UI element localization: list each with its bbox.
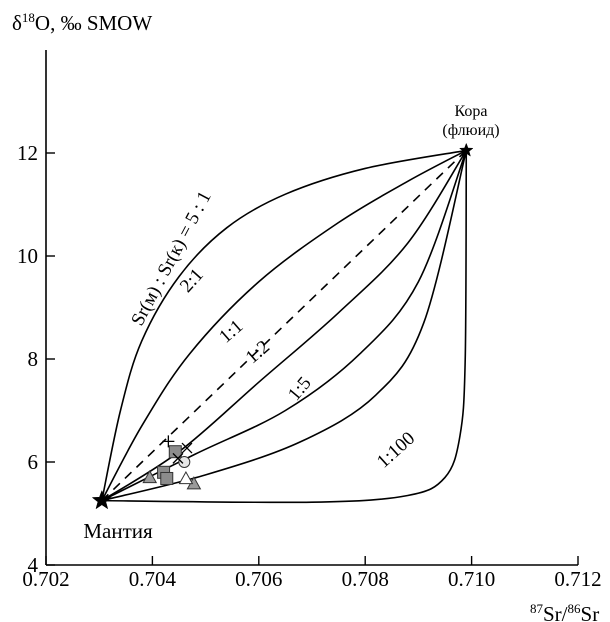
y-tick-label: 8 <box>28 347 39 371</box>
sample-square <box>160 471 174 485</box>
mixing-curve <box>101 150 468 504</box>
y-tick-label: 12 <box>17 141 38 165</box>
x-tick-label: 0.710 <box>448 567 495 591</box>
crust-star <box>458 142 474 157</box>
mantle-label: Мантия <box>83 519 153 543</box>
y-label-delta: δ <box>12 11 22 35</box>
curve-label: 2:1 <box>176 265 208 297</box>
sample-cross <box>172 452 184 464</box>
x-tick-label: 0.708 <box>342 567 389 591</box>
x-tick-label: 0.706 <box>235 567 282 591</box>
sample-triangle-open <box>178 470 194 485</box>
endmember-stars <box>91 142 474 510</box>
y-tick-label: 4 <box>28 553 39 577</box>
x-tick-label: 0.704 <box>129 567 177 591</box>
sample-circle <box>178 456 191 468</box>
mantle-star <box>91 489 113 510</box>
x-ticks: 0.702 0.704 0.706 0.708 0.710 0.712 <box>22 556 602 591</box>
sample-cross <box>181 442 193 454</box>
x-label-sup1: 87 <box>530 601 544 616</box>
y-axis-label: δ18O, ‰ SMOW <box>12 10 152 35</box>
mixing-curve <box>101 149 467 501</box>
crust-label-line2: (флюид) <box>442 122 499 139</box>
x-label-end: Sr <box>581 602 600 622</box>
x-label-mid: Sr/ <box>543 602 568 622</box>
x-label-sup2: 86 <box>568 601 582 616</box>
x-axis-label: 87Sr/86Sr <box>530 601 599 622</box>
sample-plus <box>162 435 175 448</box>
x-tick-label: 0.712 <box>554 567 601 591</box>
y-label-rest: O, ‰ SMOW <box>35 11 152 35</box>
curve-label: 1:2 <box>242 336 274 368</box>
y-label-sup: 18 <box>22 10 35 25</box>
sample-square <box>168 445 182 459</box>
curve-label: 1:100 <box>373 428 419 473</box>
dashed-mixing-line <box>101 149 467 502</box>
mixing-curve <box>101 150 468 502</box>
mixing-curve <box>101 149 467 502</box>
mixing-curves <box>101 149 468 504</box>
axes <box>45 50 578 566</box>
curve-label: 1:1 <box>215 316 247 348</box>
curve-label: Sr(м) : Sr(к) = 5 : 1 <box>127 188 216 330</box>
curve-labels: Sr(м) : Sr(к) = 5 : 12:11:11:2 1:5 1:100 <box>127 188 419 473</box>
curve-label: 1:5 <box>284 373 316 405</box>
y-tick-label: 10 <box>17 244 38 268</box>
crust-label-line1: Кора <box>455 103 488 120</box>
y-ticks: 4 6 8 10 12 <box>17 141 55 577</box>
x-tick-label: 0.702 <box>22 567 69 591</box>
sample-points <box>142 435 202 490</box>
sample-triangle-filled <box>142 469 158 484</box>
y-tick-label: 6 <box>28 450 39 474</box>
